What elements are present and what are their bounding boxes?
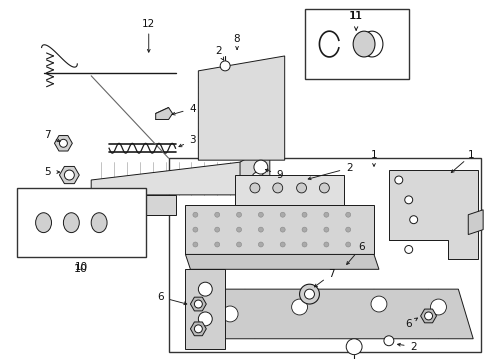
Text: 2: 2 xyxy=(345,163,352,173)
Circle shape xyxy=(249,183,259,193)
Text: 11: 11 xyxy=(349,11,362,21)
Circle shape xyxy=(220,61,230,71)
Circle shape xyxy=(258,227,263,232)
Circle shape xyxy=(192,212,198,217)
Circle shape xyxy=(323,242,328,247)
Circle shape xyxy=(409,216,417,224)
Circle shape xyxy=(253,160,267,174)
Text: 5: 5 xyxy=(44,167,51,177)
Text: 11: 11 xyxy=(348,11,363,21)
Polygon shape xyxy=(91,195,175,215)
Bar xyxy=(17,188,145,257)
Ellipse shape xyxy=(36,213,51,233)
Circle shape xyxy=(345,242,350,247)
Circle shape xyxy=(323,227,328,232)
Circle shape xyxy=(304,289,314,299)
Circle shape xyxy=(383,336,393,346)
Text: 1: 1 xyxy=(467,150,473,160)
Circle shape xyxy=(302,242,306,247)
Circle shape xyxy=(280,212,285,217)
Ellipse shape xyxy=(91,213,107,233)
Circle shape xyxy=(222,306,238,322)
Polygon shape xyxy=(54,136,72,151)
Text: 4: 4 xyxy=(189,104,195,113)
Circle shape xyxy=(424,312,432,320)
Circle shape xyxy=(236,242,241,247)
Text: 2: 2 xyxy=(409,342,416,352)
Circle shape xyxy=(302,212,306,217)
Text: 10: 10 xyxy=(74,264,88,274)
Text: 12: 12 xyxy=(142,19,155,29)
Polygon shape xyxy=(198,56,284,160)
Polygon shape xyxy=(155,108,172,120)
Circle shape xyxy=(302,227,306,232)
Text: 2: 2 xyxy=(214,46,221,56)
Circle shape xyxy=(319,183,328,193)
Ellipse shape xyxy=(352,31,374,57)
Polygon shape xyxy=(185,269,224,349)
Polygon shape xyxy=(185,255,378,269)
Circle shape xyxy=(236,212,241,217)
Text: 9: 9 xyxy=(276,170,283,180)
Circle shape xyxy=(192,227,198,232)
Circle shape xyxy=(346,339,361,355)
Circle shape xyxy=(258,212,263,217)
Circle shape xyxy=(280,227,285,232)
Text: 6: 6 xyxy=(405,319,411,329)
Circle shape xyxy=(60,139,67,147)
Bar xyxy=(168,158,480,352)
Polygon shape xyxy=(468,210,482,235)
Circle shape xyxy=(345,212,350,217)
Text: 6: 6 xyxy=(157,292,163,302)
Circle shape xyxy=(214,242,219,247)
Text: 3: 3 xyxy=(189,135,195,145)
Text: 7: 7 xyxy=(327,269,334,279)
Circle shape xyxy=(198,312,212,326)
Ellipse shape xyxy=(63,213,79,233)
Circle shape xyxy=(64,170,74,180)
Polygon shape xyxy=(420,309,436,323)
Circle shape xyxy=(280,242,285,247)
Circle shape xyxy=(370,296,386,312)
Circle shape xyxy=(192,242,198,247)
Circle shape xyxy=(296,183,306,193)
Polygon shape xyxy=(190,297,206,311)
Polygon shape xyxy=(195,289,472,339)
Polygon shape xyxy=(235,175,344,205)
Circle shape xyxy=(258,242,263,247)
Circle shape xyxy=(214,212,219,217)
Polygon shape xyxy=(388,170,477,260)
Polygon shape xyxy=(190,322,206,336)
Circle shape xyxy=(194,325,202,333)
Circle shape xyxy=(194,300,202,308)
Circle shape xyxy=(404,246,412,253)
Text: 10: 10 xyxy=(75,262,88,272)
Circle shape xyxy=(291,299,307,315)
Text: 1: 1 xyxy=(370,150,377,160)
Ellipse shape xyxy=(360,31,382,57)
Circle shape xyxy=(429,299,446,315)
Circle shape xyxy=(251,172,264,184)
Circle shape xyxy=(299,284,319,304)
Circle shape xyxy=(198,282,212,296)
Circle shape xyxy=(394,176,402,184)
Polygon shape xyxy=(185,205,373,255)
Circle shape xyxy=(345,227,350,232)
Bar xyxy=(304,9,408,79)
Polygon shape xyxy=(91,162,254,195)
Text: 7: 7 xyxy=(44,130,51,140)
Polygon shape xyxy=(60,166,79,184)
Text: 8: 8 xyxy=(233,34,240,44)
Circle shape xyxy=(236,227,241,232)
Text: 6: 6 xyxy=(357,243,364,252)
Circle shape xyxy=(214,227,219,232)
Polygon shape xyxy=(240,145,269,210)
Circle shape xyxy=(272,183,282,193)
Circle shape xyxy=(323,212,328,217)
Circle shape xyxy=(404,196,412,204)
